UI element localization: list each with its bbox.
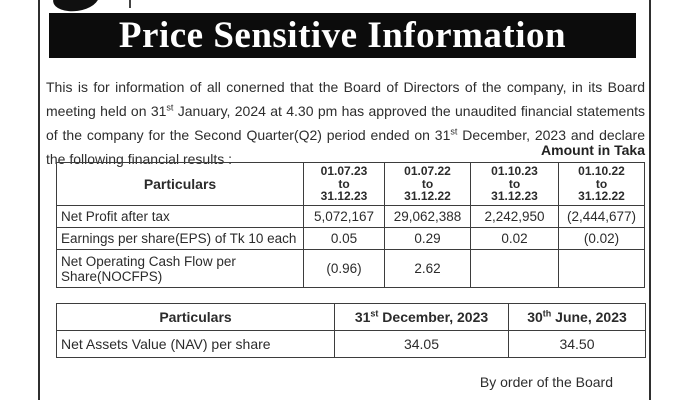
cell-value: (0.96) — [303, 249, 385, 288]
cell-value: (2,444,677) — [558, 205, 645, 228]
row-label: Earnings per share(EPS) of Tk 10 each — [56, 227, 304, 250]
cell-value — [470, 249, 559, 288]
table-row: Net Assets Value (NAV) per share 34.05 3… — [56, 330, 646, 358]
cell-value: 29,062,388 — [384, 205, 471, 228]
page-title: Price Sensitive Information — [118, 15, 567, 56]
page-border-right — [649, 0, 651, 400]
intro-text: January, 2024 at 4.30 pm has approved th… — [46, 103, 646, 143]
cell-value — [558, 249, 645, 288]
particulars-header: Particulars — [56, 162, 304, 206]
amount-in-taka-label: Amount in Taka — [541, 142, 645, 158]
cell-value: 0.05 — [303, 227, 385, 250]
cell-value: 2,242,950 — [470, 205, 559, 228]
cell-value: 0.02 — [470, 227, 559, 250]
cell-value: 2.62 — [384, 249, 471, 288]
nav-table: Particulars 31st December, 2023 30th Jun… — [56, 303, 646, 358]
ordinal-superscript: th — [542, 308, 552, 319]
table-row: Net Operating Cash Flow per Share(NOCFPS… — [56, 249, 645, 288]
company-logo-icon — [51, 0, 101, 15]
table-header-row: Particulars 01.07.23 to 31.12.23 01.07.22 t… — [56, 162, 645, 206]
period-header: 01.10.23 to 31.12.23 — [470, 162, 559, 206]
cell-value: 34.05 — [334, 330, 509, 358]
row-label: Net Assets Value (NAV) per share — [56, 330, 335, 358]
cell-value: 0.29 — [384, 227, 471, 250]
row-label: Net Operating Cash Flow per Share(NOCFPS… — [56, 249, 304, 288]
table-row: Earnings per share(EPS) of Tk 10 each 0.… — [56, 227, 645, 250]
table-header-row: Particulars 31st December, 2023 30th Jun… — [56, 303, 646, 331]
date-header: 30th June, 2023 — [508, 303, 646, 331]
period-header: 01.10.22 to 31.12.22 — [558, 162, 645, 206]
period-header: 01.07.22 to 31.12.22 — [384, 162, 471, 206]
ordinal-superscript: st — [370, 308, 379, 319]
logo-fragment-icon — [129, 0, 131, 8]
intro-text: This is for information of all conerned … — [46, 79, 645, 119]
title-banner: Price Sensitive Information — [49, 13, 636, 58]
ordinal-superscript: st — [450, 126, 458, 137]
date-header: 31st December, 2023 — [334, 303, 509, 331]
cell-value: (0.02) — [558, 227, 645, 250]
financial-results-table: Particulars 01.07.23 to 31.12.23 01.07.22 t… — [56, 162, 645, 288]
closing-label: By order of the Board — [479, 374, 613, 390]
particulars-header: Particulars — [56, 303, 335, 331]
page-border-left — [38, 0, 40, 400]
cell-value: 5,072,167 — [303, 205, 385, 228]
ordinal-superscript: st — [166, 102, 174, 113]
cell-value: 34.50 — [508, 330, 646, 358]
period-header: 01.07.23 to 31.12.23 — [303, 162, 385, 206]
table-row: Net Profit after tax 5,072,167 29,062,38… — [56, 205, 645, 228]
row-label: Net Profit after tax — [56, 205, 304, 228]
